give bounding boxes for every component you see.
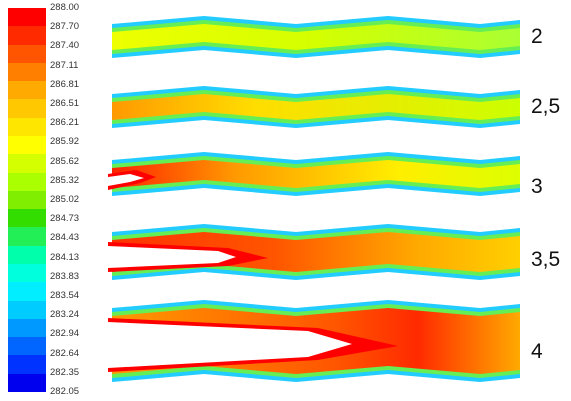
legend-tick-label: 287.40 [50, 40, 80, 52]
legend-swatch [8, 62, 46, 82]
case-label: 3 [531, 175, 543, 198]
legend-swatch [8, 300, 46, 320]
legend-swatch [8, 172, 46, 192]
legend-tick-label: 282.35 [50, 366, 80, 378]
legend-tick-label: 283.24 [50, 309, 80, 321]
channel-2 [112, 16, 520, 58]
legend-tick-label: 282.64 [50, 347, 80, 359]
channel-2-5 [112, 86, 520, 128]
legend-swatch [8, 99, 46, 119]
legend-tick-label: 286.21 [50, 117, 80, 129]
legend-tick-label: 282.05 [50, 386, 80, 397]
legend-swatch [8, 264, 46, 283]
legend-swatch [8, 318, 46, 338]
case-label: 2 [531, 25, 543, 48]
legend-tick-label: 283.83 [50, 270, 80, 282]
legend-tick-label: 285.62 [50, 155, 80, 167]
legend-swatch [8, 282, 46, 302]
channel-3-5 [108, 224, 520, 280]
legend-swatch [8, 373, 46, 393]
case-label: 3,5 [531, 248, 561, 271]
legend-tick-label: 284.43 [50, 232, 80, 244]
legend-swatch [8, 355, 46, 375]
temperature-contour-plots [108, 16, 520, 382]
legend-swatch [8, 136, 46, 155]
legend-swatch [8, 81, 46, 100]
legend-swatch [8, 190, 46, 210]
legend-swatch [8, 337, 46, 356]
legend-tick-label: 286.51 [50, 98, 80, 109]
legend-tick-label: 286.81 [50, 78, 80, 90]
legend-tick-label: 287.70 [50, 21, 80, 33]
case-label: 2,5 [531, 95, 561, 118]
channel-4 [108, 300, 520, 382]
color-legend-ticks: 288.00 287.70 287.40 287.11 286.81 286.51 286.… [50, 3, 110, 399]
legend-tick-label: 285.02 [50, 194, 80, 205]
color-legend-bar [8, 8, 46, 393]
legend-tick-label: 283.54 [50, 290, 80, 301]
legend-tick-label: 285.92 [50, 136, 80, 148]
legend-tick-label: 284.73 [50, 213, 80, 225]
legend-swatch [8, 117, 46, 137]
legend-tick-label: 284.13 [50, 251, 80, 263]
legend-swatch [8, 245, 46, 265]
legend-tick-label: 285.32 [50, 174, 80, 186]
legend-swatch [8, 227, 46, 247]
legend-swatch [8, 8, 46, 27]
legend-swatch [8, 209, 46, 228]
legend-tick-label: 288.00 [50, 2, 80, 13]
legend-tick-label: 282.94 [50, 328, 80, 340]
channel-3 [108, 152, 520, 196]
legend-tick-label: 287.11 [50, 59, 79, 71]
legend-swatch [8, 26, 46, 46]
case-label: 4 [531, 340, 543, 363]
legend-swatch [8, 44, 46, 64]
legend-swatch [8, 154, 46, 174]
